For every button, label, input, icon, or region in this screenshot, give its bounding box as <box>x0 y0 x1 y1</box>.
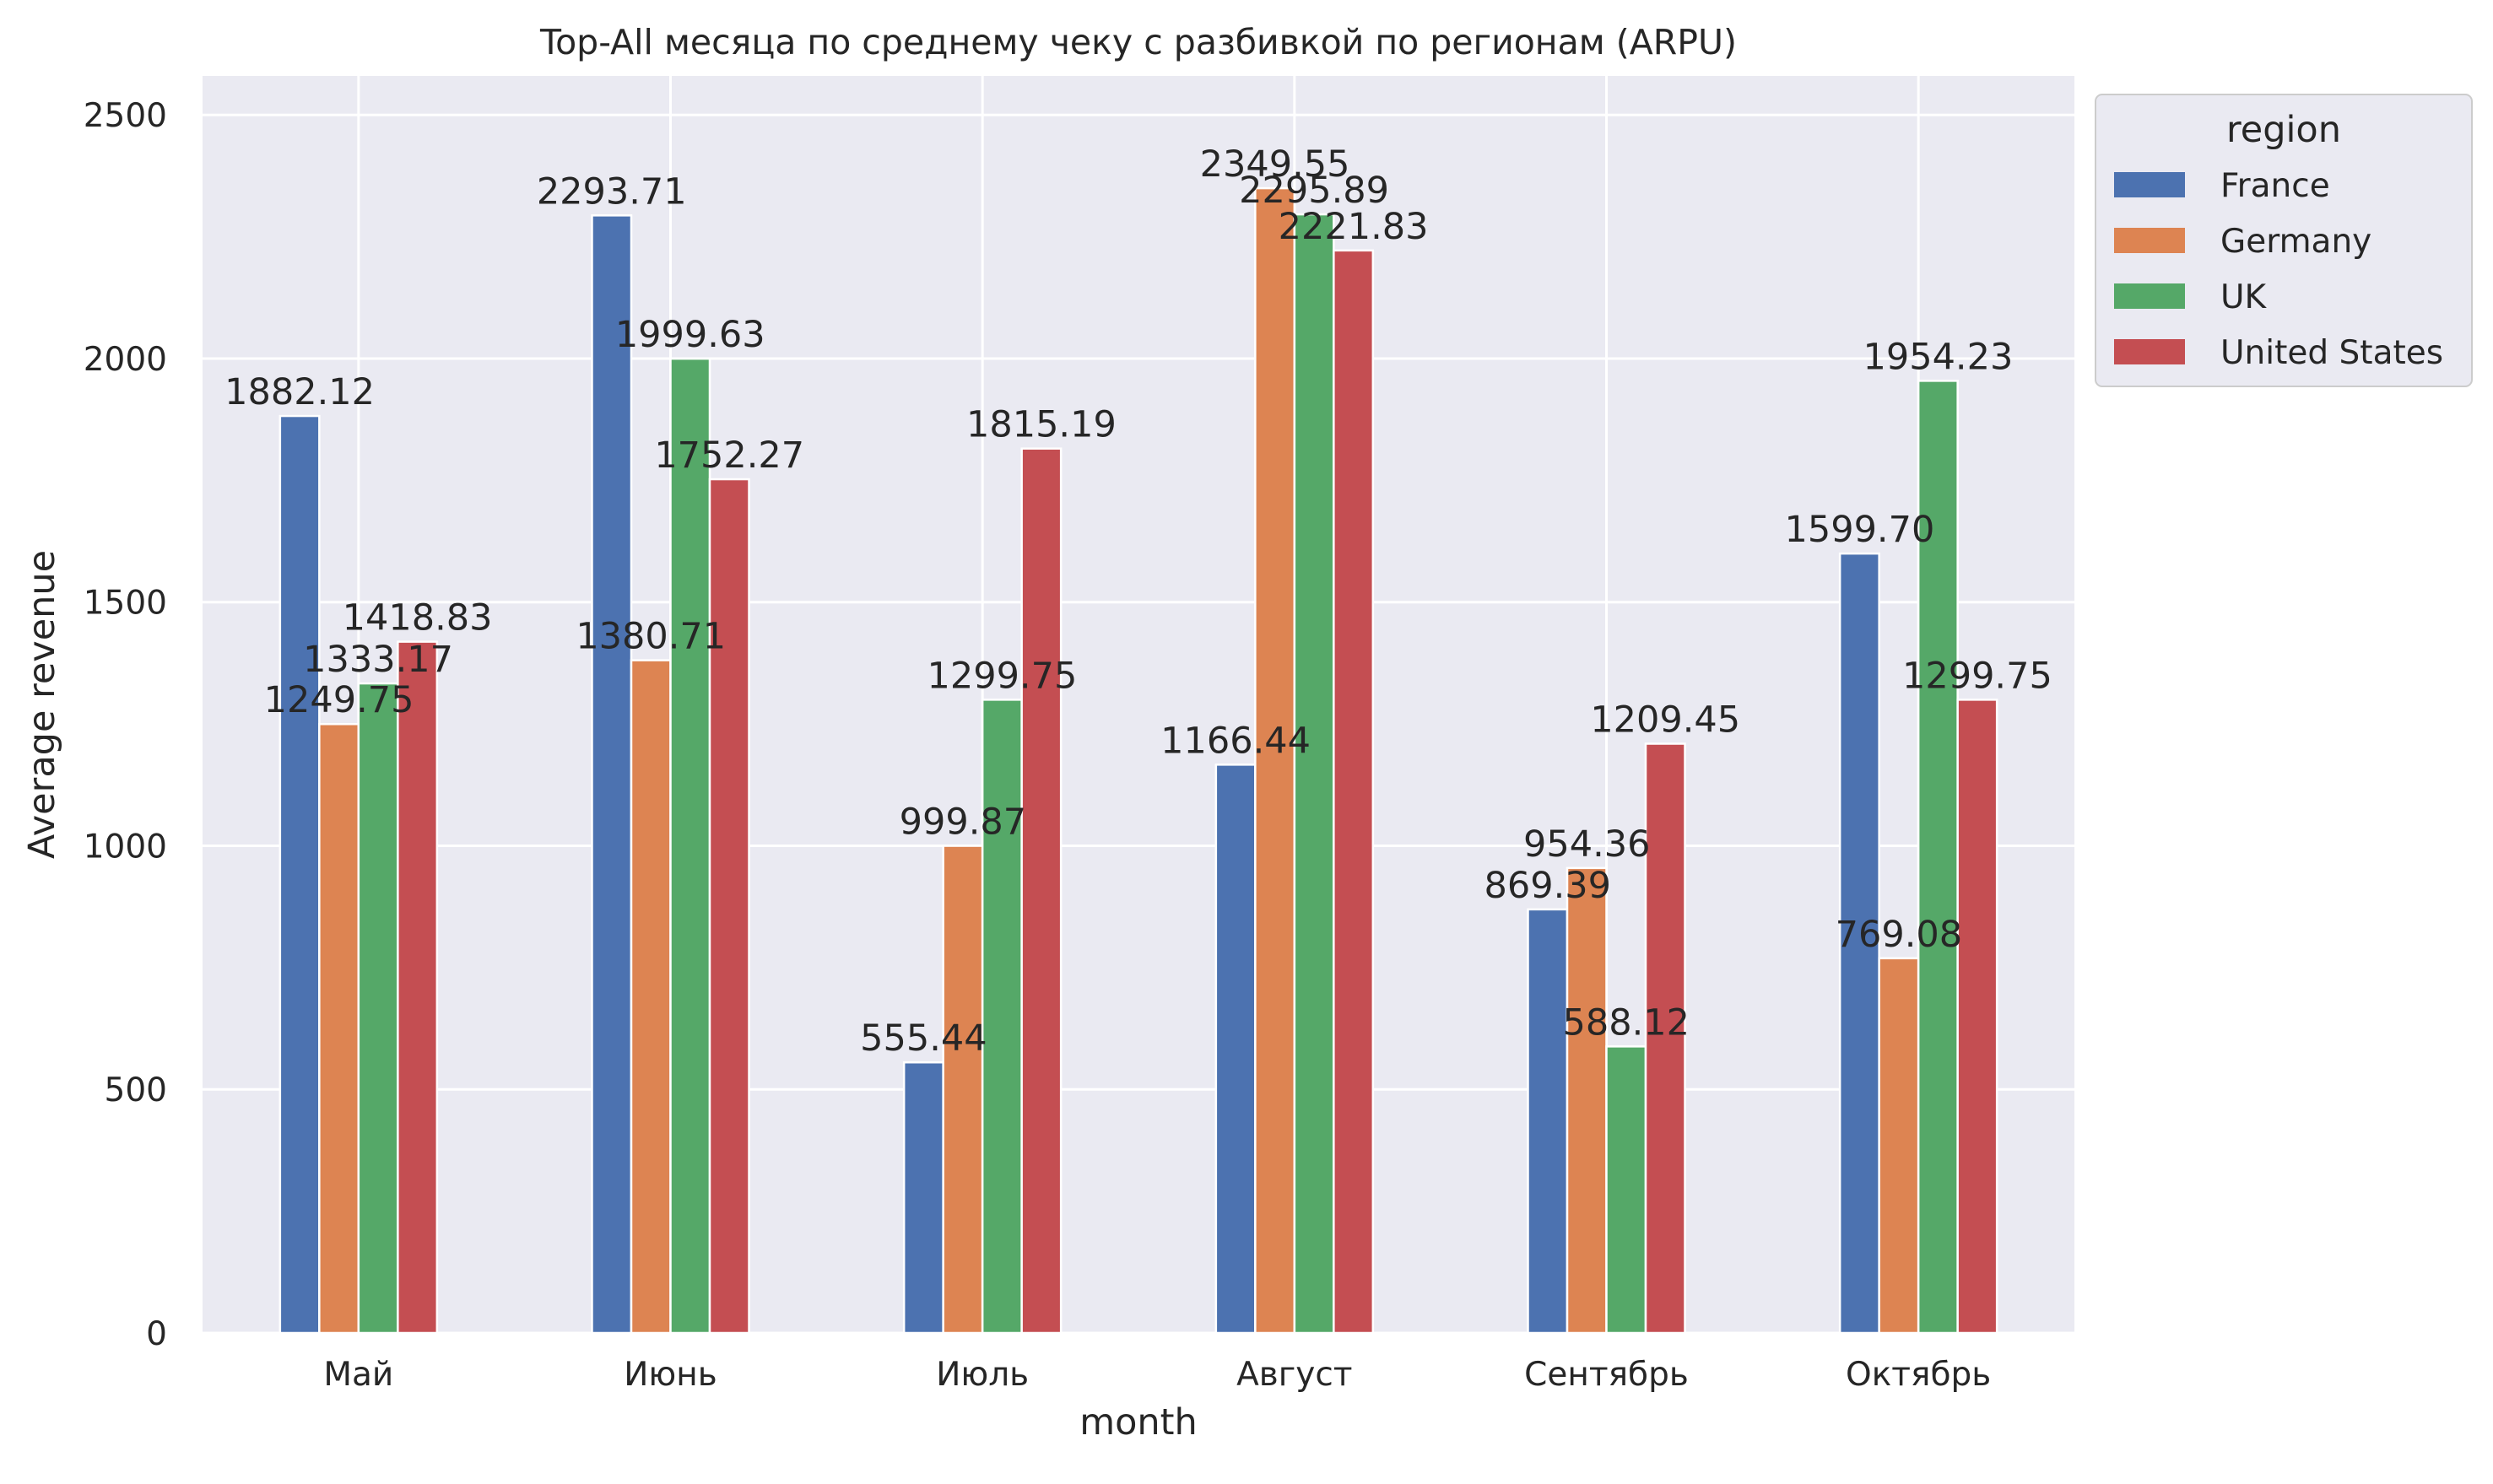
legend: region France Germany UK United States <box>2095 94 2473 387</box>
y-tick-label: 2000 <box>84 341 167 379</box>
legend-box <box>2095 94 2473 387</box>
legend-swatch <box>2114 283 2185 309</box>
bar <box>1917 380 1959 1335</box>
value-label: 555.44 <box>860 1017 987 1060</box>
bar <box>1333 249 1375 1335</box>
x-axis-label: month <box>1079 1401 1198 1444</box>
x-tick-label: Июнь <box>624 1356 717 1394</box>
bar <box>669 357 711 1335</box>
bar <box>1254 186 1296 1335</box>
value-label: 2295.89 <box>1239 170 1389 212</box>
bar <box>357 682 399 1335</box>
value-label: 1249.75 <box>264 679 414 721</box>
bar <box>1566 866 1608 1335</box>
value-label: 1299.75 <box>927 655 1078 697</box>
value-label: 2221.83 <box>1279 206 1429 248</box>
legend-label: UK <box>2220 278 2268 316</box>
value-label: 1209.45 <box>1590 699 1740 742</box>
bar <box>942 845 984 1335</box>
value-label: 1815.19 <box>966 404 1117 446</box>
value-label: 1299.75 <box>1902 655 2052 697</box>
value-label: 1380.71 <box>576 616 726 658</box>
legend-swatch <box>2114 172 2185 197</box>
bar <box>1956 699 1998 1335</box>
legend-swatch <box>2114 228 2185 253</box>
bar <box>981 699 1023 1335</box>
value-label: 954.36 <box>1523 823 1650 866</box>
legend-title: region <box>2226 109 2341 151</box>
value-label: 1882.12 <box>224 371 375 413</box>
bar <box>1293 213 1335 1335</box>
value-label: 2349.55 <box>1200 143 1350 186</box>
data-labels: 1882.12 2293.71 555.44 1166.44 869.39 1599.70… <box>224 143 2052 1060</box>
value-label: 1599.70 <box>1785 509 1935 551</box>
y-axis-ticks: 0 500 1000 1500 2000 2500 <box>84 97 167 1353</box>
x-tick-label: Июль <box>936 1356 1029 1394</box>
plot-area <box>203 76 2074 1333</box>
bar <box>1838 552 1880 1335</box>
x-tick-label: Май <box>323 1356 393 1394</box>
y-axis-label: Average revenue <box>21 550 63 859</box>
legend-label: France <box>2220 167 2330 205</box>
bar <box>630 659 672 1335</box>
bar <box>708 478 750 1335</box>
y-tick-label: 2500 <box>84 97 167 135</box>
bar <box>1878 957 1920 1335</box>
value-label: 769.08 <box>1836 914 1962 956</box>
bar <box>279 414 321 1335</box>
value-label: 1333.17 <box>303 639 453 681</box>
bars <box>279 186 1998 1335</box>
legend-swatch <box>2114 339 2185 364</box>
value-label: 1752.27 <box>654 434 804 477</box>
y-tick-label: 1500 <box>84 585 167 623</box>
bar <box>1605 1045 1647 1335</box>
bar <box>591 214 633 1335</box>
value-label: 2293.71 <box>537 170 687 213</box>
legend-label: United States <box>2220 334 2443 372</box>
value-label: 588.12 <box>1563 1001 1690 1044</box>
bar <box>1020 447 1063 1335</box>
x-tick-label: Октябрь <box>1846 1356 1991 1394</box>
value-label: 1418.83 <box>343 597 493 639</box>
bar <box>318 722 360 1335</box>
value-label: 1166.44 <box>1160 720 1311 762</box>
bar <box>1527 908 1569 1335</box>
value-label: 1954.23 <box>1863 336 2014 378</box>
chart-title: Top-All месяца по среднему чеку с разбив… <box>539 22 1737 62</box>
value-label: 869.39 <box>1484 865 1611 907</box>
x-axis-ticks: Май Июнь Июль Август Сентябрь Октябрь <box>323 1356 1991 1394</box>
bar <box>397 640 439 1335</box>
value-label: 999.87 <box>900 801 1026 844</box>
x-tick-label: Сентябрь <box>1524 1356 1689 1394</box>
legend-items: France Germany UK United States <box>2114 167 2443 372</box>
bar <box>1644 742 1686 1335</box>
y-tick-label: 500 <box>105 1071 167 1109</box>
value-label: 1999.63 <box>615 314 765 356</box>
legend-label: Germany <box>2220 223 2371 261</box>
y-tick-label: 1000 <box>84 828 167 866</box>
bar <box>902 1060 944 1335</box>
y-tick-label: 0 <box>146 1315 167 1353</box>
bar <box>1214 764 1257 1335</box>
x-tick-label: Август <box>1236 1356 1352 1394</box>
